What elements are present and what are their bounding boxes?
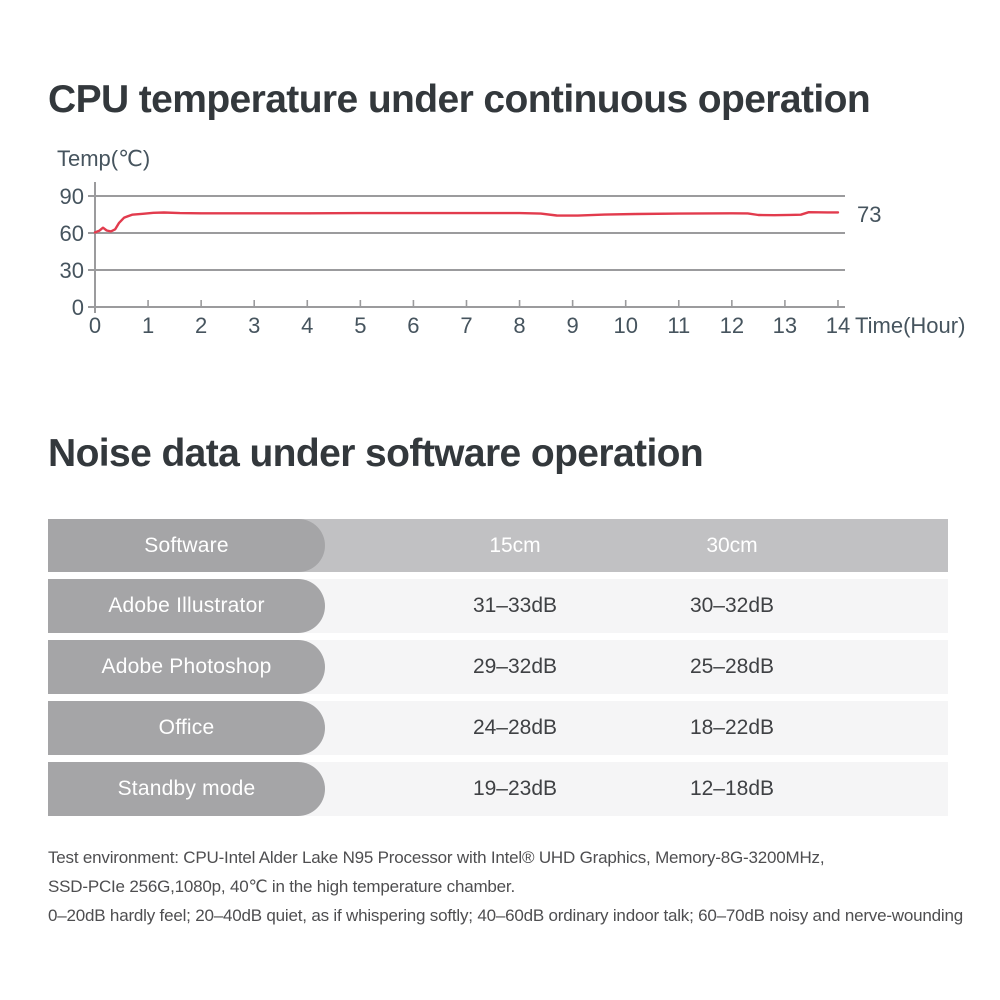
x-tick-label: 9 (567, 313, 579, 338)
line-end-value: 73 (857, 202, 881, 227)
table-row: Adobe Illustrator 31–33dB 30–32dB (48, 579, 948, 633)
x-tick-label: 13 (773, 313, 797, 338)
x-tick-label: 7 (460, 313, 472, 338)
software-label-pill: Adobe Photoshop (48, 640, 325, 694)
software-label-pill: Office (48, 701, 325, 755)
noise-value-30cm: 30–32dB (689, 594, 775, 617)
software-column-header: Software (48, 519, 325, 572)
x-tick-label: 6 (407, 313, 419, 338)
x-tick-label: 2 (195, 313, 207, 338)
footnote-test-environment-line1: Test environment: CPU-Intel Alder Lake N… (48, 848, 825, 867)
table-header-row: Software 15cm 30cm (48, 519, 948, 572)
temperature-line (93, 211, 840, 234)
x-tick-label: 4 (301, 313, 313, 338)
noise-data-table: Software 15cm 30cm Adobe Illustrator 31–33dB… (48, 519, 948, 823)
y-axis-title: Temp(℃) (57, 146, 150, 171)
x-tick-label: 0 (89, 313, 101, 338)
noise-value-15cm: 24–28dB (472, 716, 558, 739)
y-tick-label: 60 (60, 221, 84, 246)
column-header-15cm: 15cm (489, 533, 541, 557)
x-tick-label: 14 (826, 313, 850, 338)
x-axis-title: Time(Hour) (855, 313, 965, 338)
footnote-test-environment-line2: SSD-PCIe 256G,1080p, 40℃ in the high tem… (48, 877, 515, 896)
footnote-decibel-scale: 0–20dB hardly feel; 20–40dB quiet, as if… (48, 906, 963, 925)
cpu-temperature-chart-title: CPU temperature under continuous operati… (48, 78, 871, 121)
x-tick-label: 5 (354, 313, 366, 338)
table-row: Adobe Photoshop 29–32dB 25–28dB (48, 640, 948, 694)
x-tick-label: 10 (613, 313, 637, 338)
noise-value-15cm: 29–32dB (472, 655, 558, 678)
x-tick-label: 1 (142, 313, 154, 338)
noise-value-30cm: 18–22dB (689, 716, 775, 739)
noise-value-30cm: 25–28dB (689, 655, 775, 678)
footnotes: Test environment: CPU-Intel Alder Lake N… (48, 843, 963, 930)
x-tick-label: 11 (667, 313, 690, 338)
noise-table-title: Noise data under software operation (48, 432, 704, 475)
y-tick-label: 30 (60, 258, 84, 283)
x-tick-label: 3 (248, 313, 260, 338)
software-label-pill: Standby mode (48, 762, 325, 816)
table-row: Office 24–28dB 18–22dB (48, 701, 948, 755)
noise-value-15cm: 31–33dB (472, 594, 558, 617)
noise-value-15cm: 19–23dB (472, 777, 558, 800)
x-tick-label: 12 (720, 313, 744, 338)
noise-value-30cm: 12–18dB (689, 777, 775, 800)
software-label-pill: Adobe Illustrator (48, 579, 325, 633)
column-header-30cm: 30cm (706, 533, 758, 557)
table-row: Standby mode 19–23dB 12–18dB (48, 762, 948, 816)
y-tick-label: 90 (60, 184, 84, 209)
x-tick-label: 8 (513, 313, 525, 338)
y-tick-label: 0 (72, 295, 84, 320)
